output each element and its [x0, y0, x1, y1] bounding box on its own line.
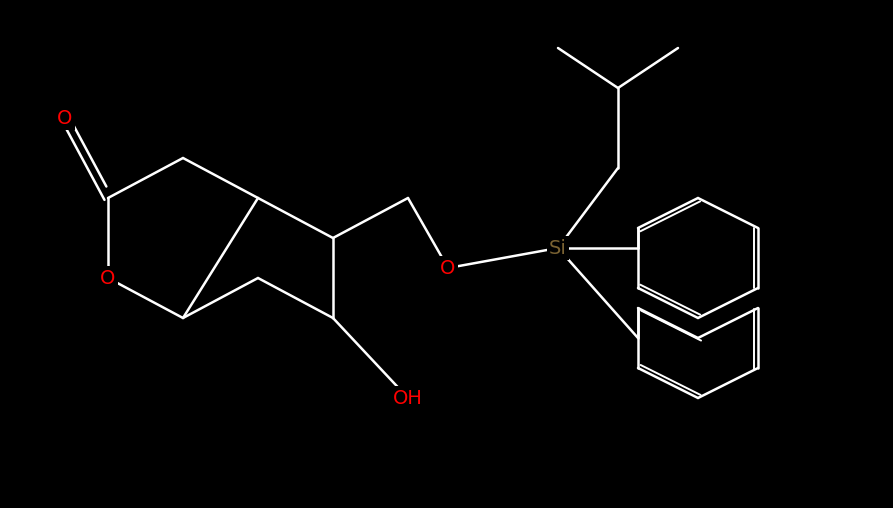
Text: O: O	[100, 269, 116, 288]
Text: Si: Si	[549, 238, 567, 258]
Text: O: O	[440, 259, 455, 277]
Text: O: O	[57, 109, 72, 128]
Text: OH: OH	[393, 389, 423, 407]
